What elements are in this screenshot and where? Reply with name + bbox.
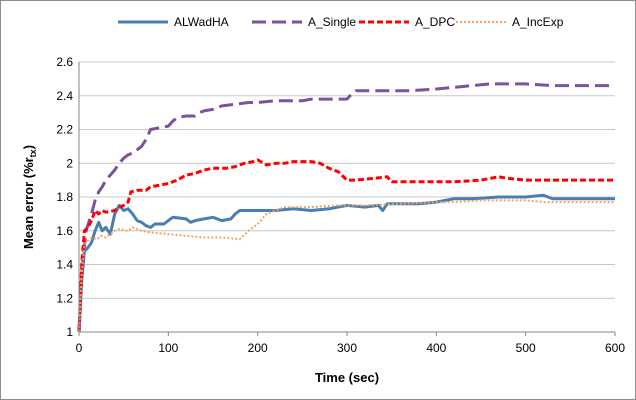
y-tick-label: 1.8	[56, 190, 73, 204]
y-tick-label: 2	[66, 156, 73, 170]
y-axis-title: Mean error (%rtx)	[21, 145, 38, 249]
x-tick-label: 100	[158, 341, 178, 355]
x-tick-label: 200	[248, 341, 268, 355]
tick-labels: 1 1.2 1.4 1.6 1.8 2 2.2 2.4 2.6 0 100 200 300 400 500 6…	[56, 55, 625, 355]
x-axis-title: Time (sec)	[315, 370, 379, 385]
y-tick-label: 2.4	[56, 89, 73, 103]
y-axis-title-subscript: tx	[28, 149, 38, 157]
y-tick-label: 1.6	[56, 224, 73, 238]
legend: ALWadHA A_Single A_DPC A_IncExp	[118, 15, 564, 29]
series-line-A_IncExp	[78, 199, 615, 333]
series-layer	[77, 82, 615, 333]
x-tick-label: 400	[426, 341, 446, 355]
y-tick-label: 1.2	[56, 291, 73, 305]
x-tick-label: 300	[337, 341, 357, 355]
y-tick-label: 1.4	[56, 258, 73, 272]
x-tick-label: 600	[605, 341, 625, 355]
y-axis-title-suffix: )	[21, 145, 36, 149]
y-tick-label: 2.6	[56, 55, 73, 69]
y-axis-title-main: Mean error (%r	[21, 157, 36, 249]
y-tick-label: 1	[66, 325, 73, 339]
x-tick-label: 500	[516, 341, 536, 355]
series-line-A_DPC	[77, 158, 615, 333]
series-line-ALWadHA	[77, 193, 615, 333]
y-tick-label: 2.2	[56, 123, 73, 137]
legend-label-A_IncExp: A_IncExp	[512, 15, 564, 29]
x-tick-label: 0	[76, 341, 83, 355]
legend-label-A_DPC: A_DPC	[415, 15, 455, 29]
legend-label-A_Single: A_Single	[308, 15, 356, 29]
legend-label-ALWadHA: ALWadHA	[174, 15, 229, 29]
series-line-A_Single	[77, 82, 615, 333]
